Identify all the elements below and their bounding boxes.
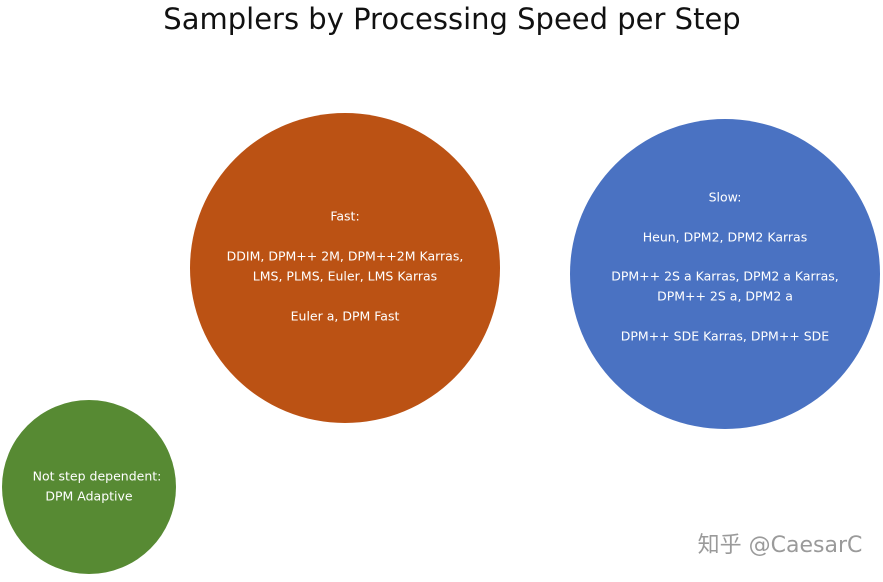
node-label: Euler a, DPM Fast [291,309,400,324]
node-label: Heun, DPM2, DPM2 Karras [643,230,807,245]
title: Samplers by Processing Speed per Step [163,2,740,36]
node-label: Slow: [709,190,742,205]
node-label: DDIM, DPM++ 2M, DPM++2M Karras, [227,249,464,264]
node-label: DPM Adaptive [45,489,133,504]
adaptive-circle [2,400,176,574]
node-label: DPM++ 2S a Karras, DPM2 a Karras, [611,269,839,284]
node-label: LMS, PLMS, Euler, LMS Karras [253,269,437,284]
fast-circle [190,113,500,423]
slow-circle [570,119,880,429]
watermark: 知乎 @CaesarC [698,533,863,558]
node-label: DPM++ 2S a, DPM2 a [657,289,793,304]
node-label: DPM++ SDE Karras, DPM++ SDE [621,329,830,344]
node-label: Not step dependent: [33,469,162,484]
node-label: Fast: [330,209,359,224]
